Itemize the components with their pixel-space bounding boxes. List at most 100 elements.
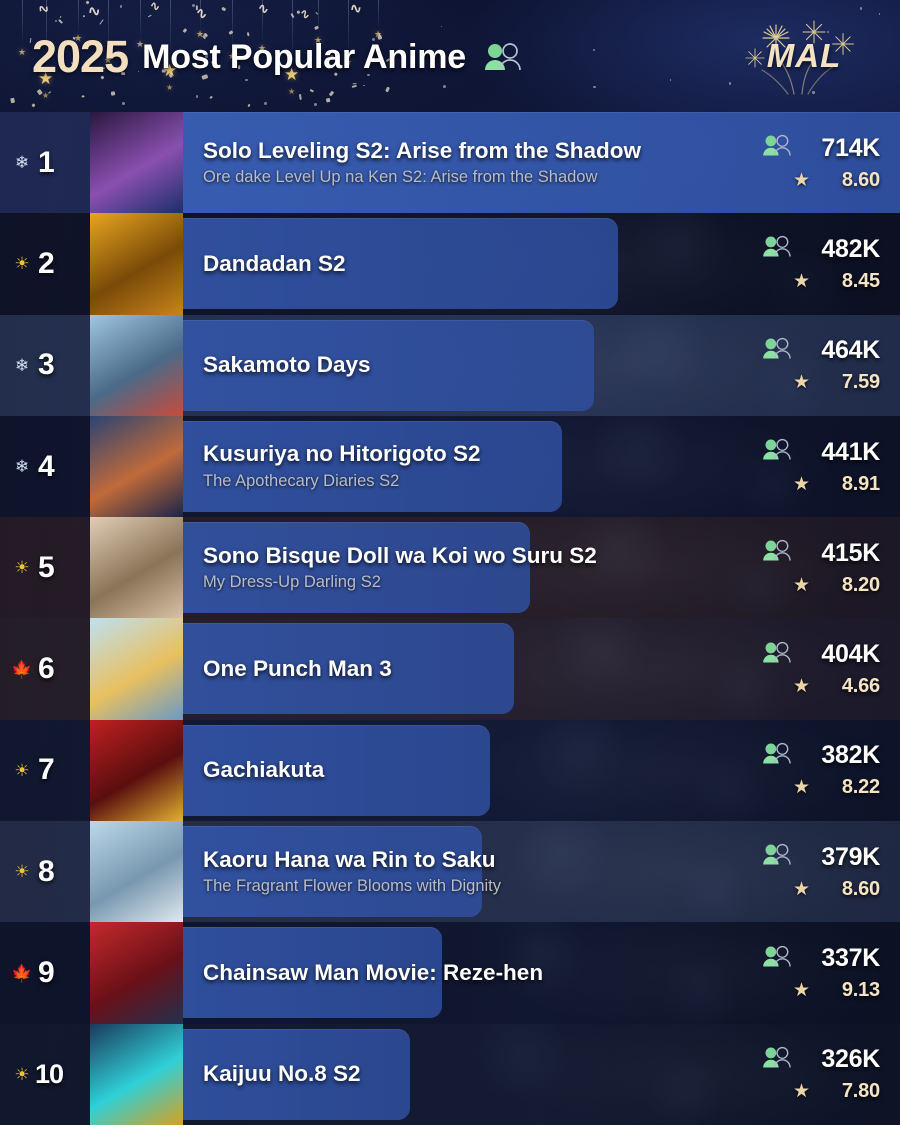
rank-zone: ❄ 4	[0, 416, 90, 517]
rank-zone: ☀ 2	[0, 213, 90, 314]
anime-thumbnail[interactable]	[90, 618, 183, 719]
anime-text-zone: One Punch Man 3	[203, 618, 720, 719]
members-stat: 326K	[762, 1045, 880, 1074]
anime-row[interactable]: ❄ 3 Sakamoto Days 464K ★ 7.59	[0, 315, 900, 416]
anime-title[interactable]: Sono Bisque Doll wa Koi wo Suru S2	[203, 543, 720, 570]
decoration-string	[378, 0, 379, 30]
anime-thumbnail[interactable]	[90, 517, 183, 618]
hanging-star-icon: ★	[18, 48, 26, 57]
anime-row[interactable]: ☀ 5 Sono Bisque Doll wa Koi wo Suru S2 My D…	[0, 517, 900, 618]
anime-thumbnail[interactable]	[90, 1024, 183, 1125]
confetti-piece	[31, 103, 35, 107]
anime-text-zone: Kaijuu No.8 S2	[203, 1024, 720, 1125]
anime-title[interactable]: Kusuriya no Hitorigoto S2	[203, 441, 720, 468]
sparkle-dot	[729, 82, 732, 85]
confetti-piece	[290, 12, 295, 18]
sparkle-dot	[670, 79, 671, 80]
sparkle-dot	[122, 102, 125, 105]
confetti-piece	[148, 15, 153, 18]
anime-thumbnail[interactable]	[90, 416, 183, 517]
anime-text-zone: Kusuriya no Hitorigoto S2 The Apothecary …	[203, 416, 720, 517]
header-title-row: 2025 Most Popular Anime	[32, 28, 522, 86]
anime-row[interactable]: ☀ 8 Kaoru Hana wa Rin to Saku The Fragrant …	[0, 821, 900, 922]
confetti-piece	[58, 19, 62, 23]
rank-zone: 🍁 9	[0, 922, 90, 1023]
anime-title[interactable]: Gachiakuta	[203, 757, 720, 784]
rank-zone: ❄ 1	[0, 112, 90, 213]
season-fall-icon: 🍁	[10, 661, 34, 678]
sparkle-dot	[314, 103, 317, 106]
confetti-piece	[315, 12, 318, 15]
confetti-piece	[99, 19, 103, 25]
star-icon: ★	[793, 981, 810, 1000]
confetti-streamer: ∿	[256, 1, 270, 17]
confetti-piece	[385, 87, 390, 93]
members-icon	[762, 337, 792, 365]
score-value: 4.66	[820, 675, 880, 698]
anime-stats: 415K ★ 8.20	[762, 517, 880, 618]
score-stat: ★ 8.20	[793, 574, 880, 597]
rank-zone: ☀ 8	[0, 821, 90, 922]
anime-thumbnail[interactable]	[90, 315, 183, 416]
anime-row[interactable]: ❄ 1 Solo Leveling S2: Arise from the Shado…	[0, 112, 900, 213]
season-fall-icon: 🍁	[10, 965, 34, 982]
rank-number: 7	[38, 753, 54, 787]
members-stat: 382K	[762, 741, 880, 770]
hanging-star-icon: ★	[288, 88, 295, 96]
anime-thumbnail[interactable]	[90, 720, 183, 821]
star-icon: ★	[793, 778, 810, 797]
confetti-piece	[248, 104, 251, 108]
anime-title[interactable]: One Punch Man 3	[203, 656, 720, 683]
score-value: 8.20	[820, 574, 880, 597]
anime-row[interactable]: 🍁 9 Chainsaw Man Movie: Reze-hen 337K ★ 9.13	[0, 922, 900, 1023]
anime-thumbnail[interactable]	[90, 112, 183, 213]
anime-subtitle: The Apothecary Diaries S2	[203, 471, 720, 492]
anime-row[interactable]: ☀ 7 Gachiakuta 382K ★ 8.22	[0, 720, 900, 821]
anime-stats: 337K ★ 9.13	[762, 922, 880, 1023]
anime-title[interactable]: Chainsaw Man Movie: Reze-hen	[203, 960, 720, 987]
confetti-piece	[48, 92, 51, 95]
anime-thumbnail[interactable]	[90, 821, 183, 922]
anime-text-zone: Kaoru Hana wa Rin to Saku The Fragrant Fl…	[203, 821, 720, 922]
rank-number: 10	[35, 1059, 63, 1090]
anime-row[interactable]: 🍁 6 One Punch Man 3 404K ★ 4.66	[0, 618, 900, 719]
anime-thumbnail[interactable]	[90, 213, 183, 314]
anime-title[interactable]: Kaoru Hana wa Rin to Saku	[203, 847, 720, 874]
star-icon: ★	[793, 272, 810, 291]
anime-text-zone: Sono Bisque Doll wa Koi wo Suru S2 My Dre…	[203, 517, 720, 618]
rank-zone: 🍁 6	[0, 618, 90, 719]
score-stat: ★ 8.60	[793, 169, 880, 192]
anime-stats: 326K ★ 7.80	[762, 1024, 880, 1125]
sparkle-dot	[879, 13, 881, 15]
season-winter-icon: ❄	[10, 154, 34, 171]
rank-number: 3	[38, 348, 54, 382]
anime-stats: 482K ★ 8.45	[762, 213, 880, 314]
anime-row[interactable]: ☀ 2 Dandadan S2 482K ★ 8.45	[0, 213, 900, 314]
anime-thumbnail[interactable]	[90, 922, 183, 1023]
score-stat: ★ 8.45	[793, 270, 880, 293]
anime-title[interactable]: Dandadan S2	[203, 251, 720, 278]
confetti-piece	[81, 95, 84, 98]
score-stat: ★ 9.13	[793, 979, 880, 1002]
anime-row[interactable]: ☀ 10 Kaijuu No.8 S2 326K ★ 7.80	[0, 1024, 900, 1125]
anime-title[interactable]: Solo Leveling S2: Arise from the Shadow	[203, 138, 720, 165]
members-stat: 415K	[762, 539, 880, 568]
anime-stats: 464K ★ 7.59	[762, 315, 880, 416]
rank-number: 1	[38, 146, 54, 180]
confetti-piece	[310, 90, 314, 93]
members-icon	[762, 742, 792, 770]
page-header: ★ ★ ★ ★ ★ ★ ★ ★ ★ ★ ★ ★ ★ ★ ★ ★ ∿ ∿ ∿ ∿ ∿ ∿ ∿ 2025 Most Popula…	[0, 0, 900, 112]
season-summer-icon: ☀	[10, 863, 34, 880]
confetti-streamer: ∿	[149, 0, 162, 13]
score-stat: ★ 4.66	[793, 675, 880, 698]
confetti-streamer: ∿	[36, 0, 51, 16]
anime-title[interactable]: Sakamoto Days	[203, 352, 720, 379]
anime-subtitle: The Fragrant Flower Blooms with Dignity	[203, 876, 720, 897]
anime-title[interactable]: Kaijuu No.8 S2	[203, 1061, 720, 1088]
members-icon	[762, 134, 792, 162]
members-count: 337K	[802, 944, 880, 973]
confetti-piece	[10, 97, 15, 103]
anime-row[interactable]: ❄ 4 Kusuriya no Hitorigoto S2 The Apothecar…	[0, 416, 900, 517]
anime-text-zone: Solo Leveling S2: Arise from the Shadow O…	[203, 112, 720, 213]
members-icon	[762, 1046, 792, 1074]
